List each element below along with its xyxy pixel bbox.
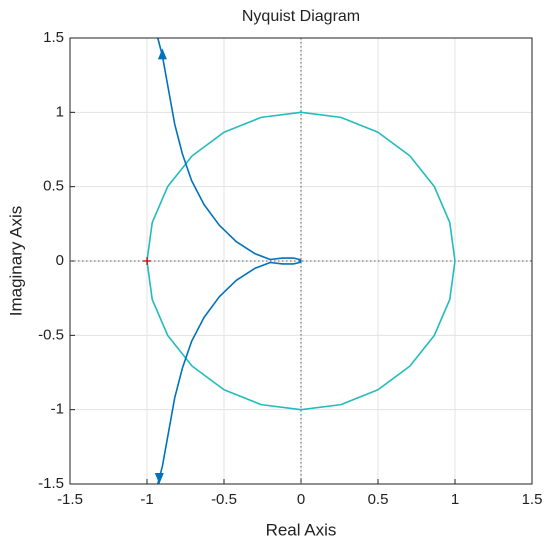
direction-arrow: [157, 48, 167, 60]
y-tick-label: -1.5: [38, 475, 64, 492]
y-tick-label: -0.5: [38, 326, 64, 343]
x-tick-label: 0.5: [368, 491, 389, 508]
curve: [157, 37, 302, 485]
x-tick-label: -0.5: [211, 491, 237, 508]
x-tick-label: 1: [451, 491, 459, 508]
x-tick-label: 0: [297, 491, 305, 508]
critical-point: [143, 257, 151, 265]
x-axis-label: Real Axis: [266, 520, 337, 539]
x-tick-label: -1.5: [57, 491, 83, 508]
y-tick-label: 1: [56, 103, 64, 120]
y-axis-label: Imaginary Axis: [6, 206, 25, 317]
direction-arrow: [154, 473, 164, 485]
y-tick-label: 1.5: [43, 29, 64, 46]
y-tick-label: 0.5: [43, 178, 64, 195]
y-tick-label: 0: [56, 252, 64, 269]
chart-title: Nyquist Diagram: [242, 8, 360, 25]
y-tick-label: -1: [51, 401, 64, 418]
x-tick-label: -1: [140, 491, 153, 508]
x-tick-label: 1.5: [522, 491, 543, 508]
plot-frame: [69, 37, 533, 485]
